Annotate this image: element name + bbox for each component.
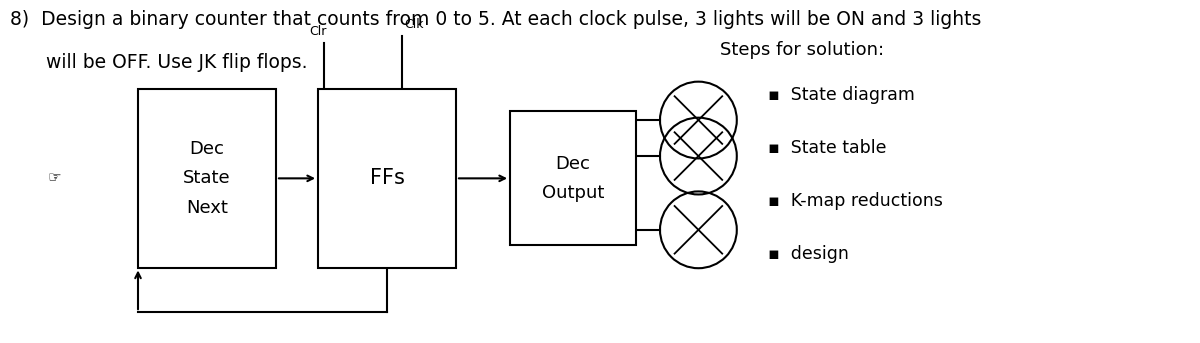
Text: ▪  State table: ▪ State table (768, 139, 887, 157)
Text: Dec: Dec (190, 140, 224, 158)
Text: Next: Next (186, 199, 228, 216)
Text: ▪  K-map reductions: ▪ K-map reductions (768, 192, 943, 210)
Bar (318, 89, 456, 268)
Text: Dec: Dec (556, 155, 590, 173)
Text: Steps for solution:: Steps for solution: (720, 41, 884, 59)
Text: will be OFF. Use JK flip flops.: will be OFF. Use JK flip flops. (10, 53, 307, 72)
Text: ☞: ☞ (47, 171, 61, 186)
Text: Clk: Clk (404, 18, 424, 31)
Text: FFs: FFs (370, 168, 404, 188)
Text: Clr: Clr (310, 25, 326, 38)
Text: ▪  State diagram: ▪ State diagram (768, 86, 914, 104)
Bar (510, 111, 636, 245)
Text: 8)  Design a binary counter that counts from 0 to 5. At each clock pulse, 3 ligh: 8) Design a binary counter that counts f… (10, 10, 980, 29)
Text: Output: Output (542, 184, 604, 202)
Text: State: State (184, 169, 230, 187)
Bar (138, 89, 276, 268)
Text: ▪  design: ▪ design (768, 245, 848, 263)
